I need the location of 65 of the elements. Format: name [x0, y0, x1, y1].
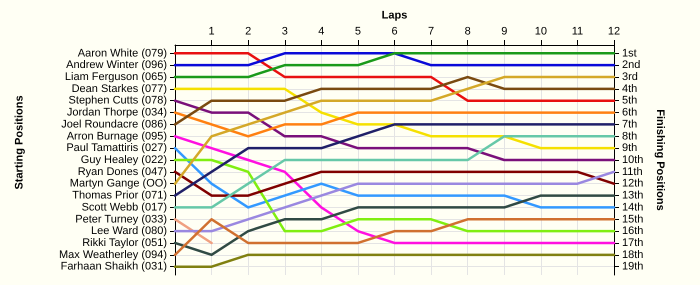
- y2-tick-label: 8th: [622, 130, 638, 142]
- y2-tick-label: 18th: [622, 248, 644, 261]
- x-tick-label: 10: [534, 26, 547, 38]
- line-series: [174, 135, 616, 209]
- text: Starting Positions: [14, 95, 26, 190]
- series-label: Peter Turney (033): [75, 213, 167, 226]
- line-series: [174, 158, 616, 232]
- series-label: Guy Healey (022): [80, 154, 167, 166]
- y2-tick-label: 11th: [622, 166, 643, 178]
- series-label: Dean Starkes (077): [72, 82, 167, 95]
- line-series: [174, 218, 616, 256]
- series-label: Farhaan Shaikh (031): [60, 260, 167, 273]
- series-label: Max Weatherley (094): [58, 248, 167, 261]
- y2-tick-label: 14th: [622, 201, 644, 214]
- y2-tick-label: 15th: [622, 213, 644, 226]
- line-series: [174, 146, 616, 209]
- series-label: Lee Ward (080): [90, 225, 167, 238]
- y2-tick-label: 9th: [622, 142, 638, 154]
- series-label: Ryan Dones (047): [78, 166, 167, 178]
- x-tick-label: 6: [391, 26, 398, 38]
- series-label: Arron Burnage (095): [66, 130, 167, 142]
- line-series: [174, 123, 616, 197]
- series-label: Rikki Taylor (051): [82, 236, 167, 249]
- x-tick-label: 1: [208, 26, 215, 38]
- y2-tick-label: 4th: [622, 82, 638, 95]
- x-tick-label: 9: [501, 26, 508, 38]
- line-series: [174, 88, 616, 150]
- x-tick-label: 2: [245, 26, 252, 38]
- x-tick-label: 4: [318, 26, 324, 38]
- y2-tick-label: 1st: [622, 47, 637, 60]
- x-axis-title: Laps: [382, 10, 408, 22]
- line-series: [174, 99, 616, 162]
- y2-axis-title: Finishing Positions: [654, 109, 666, 211]
- y2-tick-label: 5th: [622, 94, 638, 107]
- line-series: [174, 76, 616, 185]
- y2-tick-label: 17th: [622, 236, 644, 249]
- y2-tick-label: 16th: [622, 225, 644, 238]
- series-label: Thomas Prior (071): [72, 190, 167, 202]
- x-tick-label: 7: [428, 26, 434, 38]
- line-series: [174, 170, 616, 232]
- x-tick-label: 3: [282, 26, 288, 38]
- series-label: Martyn Gange (OO): [70, 178, 167, 190]
- y2-tick-label: 3rd: [622, 71, 638, 84]
- series-label: Scott Webb (017): [82, 201, 167, 214]
- y2-tick-label: 6th: [622, 106, 638, 119]
- x-tick-label: 8: [464, 26, 471, 38]
- x-tick-label: 11: [572, 26, 584, 38]
- series-label: Andrew Winter (096): [66, 59, 167, 72]
- series-label: Joel Roundacre (086): [61, 118, 167, 130]
- line-series: [174, 194, 616, 256]
- y2-tick-label: 10th: [622, 154, 644, 166]
- series-label: Aaron White (079): [78, 47, 167, 60]
- line-series: [174, 76, 616, 126]
- series-label: Stephen Cutts (078): [68, 94, 167, 107]
- line-series: [174, 135, 616, 244]
- y2-tick-label: 13th: [622, 190, 644, 202]
- x-tick-label: 12: [608, 26, 620, 38]
- x-tick-label: 5: [354, 26, 361, 38]
- series-label: Paul Tamattiris (027): [66, 142, 167, 154]
- y2-tick-label: 7th: [622, 118, 638, 130]
- y2-tick-label: 2nd: [622, 59, 640, 72]
- y2-tick-label: 12th: [622, 178, 644, 190]
- series-label: Jordan Thorpe (034): [66, 106, 167, 119]
- y2-tick-label: 19th: [622, 260, 644, 273]
- series-label: Liam Ferguson (065): [64, 71, 167, 84]
